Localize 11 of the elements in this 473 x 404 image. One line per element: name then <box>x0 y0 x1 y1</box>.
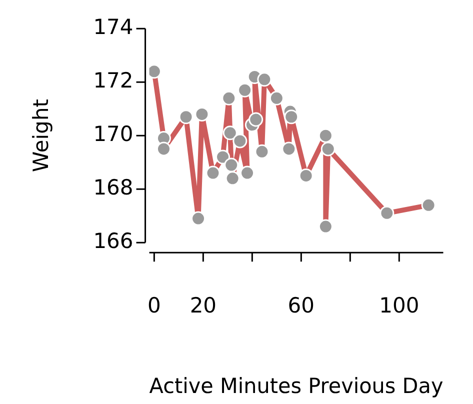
x-axis-title: Active Minutes Previous Day <box>149 374 444 398</box>
y-tick-label: 170 <box>93 122 134 146</box>
x-tick-label: 100 <box>379 294 420 318</box>
y-tick-label: 168 <box>93 176 134 200</box>
x-tick-label: 0 <box>147 294 161 318</box>
x-tick-label: 60 <box>288 294 315 318</box>
y-axis-title: Weight <box>29 99 54 172</box>
y-tick-label: 174 <box>93 15 134 40</box>
y-tick-label: 166 <box>93 229 134 254</box>
x-tick-label: 20 <box>190 294 217 318</box>
y-tick-label: 172 <box>93 68 134 93</box>
